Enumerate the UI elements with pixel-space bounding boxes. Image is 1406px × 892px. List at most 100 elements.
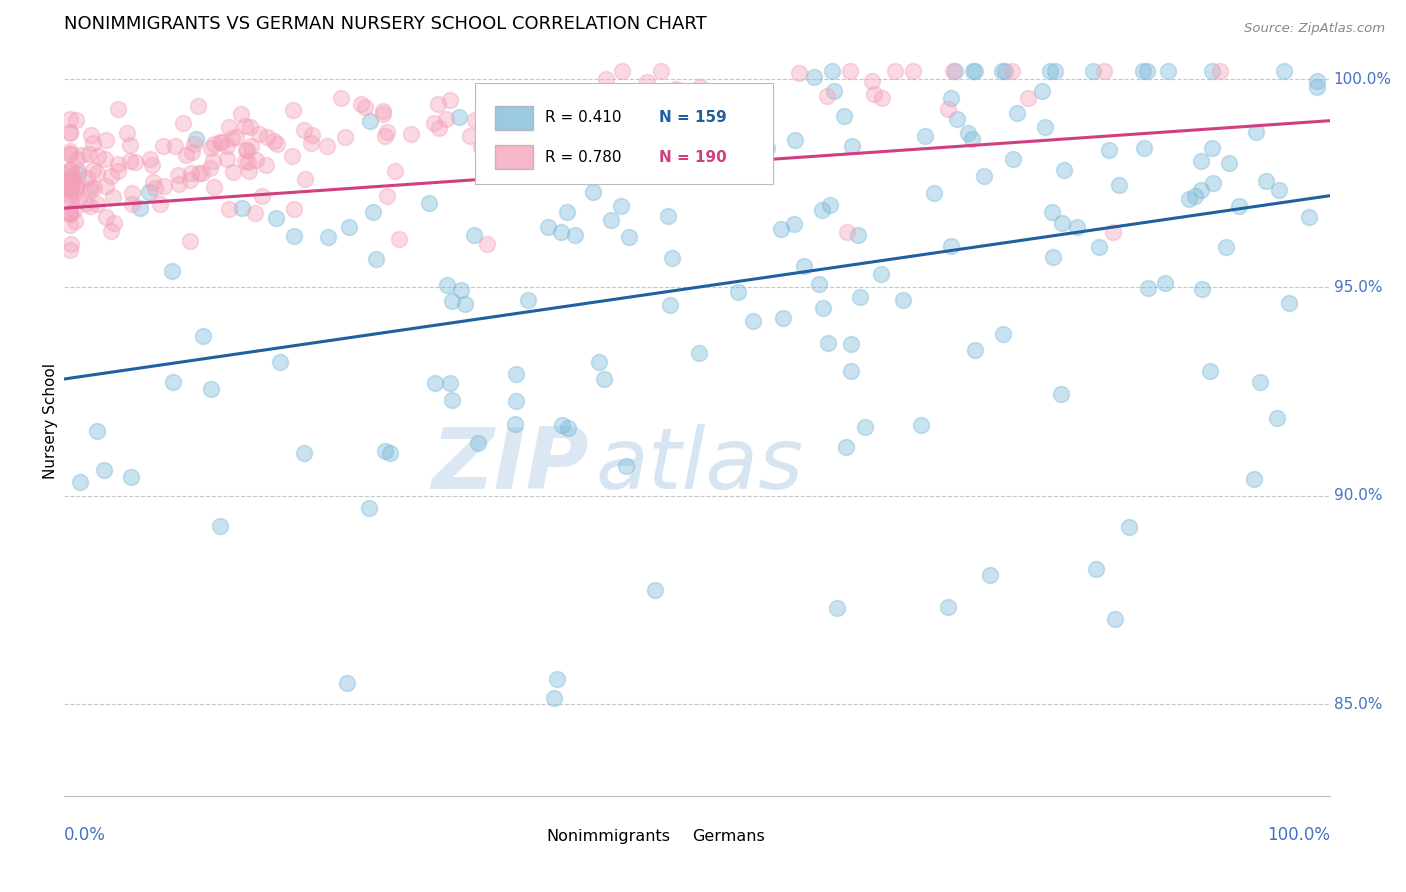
Point [849,290,872,304]
Point [59,147,82,161]
Point [1202,176,1225,190]
Point [1191,282,1213,296]
Point [231,201,253,215]
Point [59,219,82,233]
Point [839,363,862,377]
Point [821,63,844,78]
Point [817,335,839,350]
Point [1199,364,1222,378]
Point [644,583,666,598]
Point [292,446,315,460]
Point [167,177,190,191]
Point [70,148,93,162]
Point [401,127,423,141]
Point [546,672,568,686]
Point [943,63,966,78]
Text: 90.0%: 90.0% [1333,488,1382,503]
Point [1033,120,1056,134]
Point [418,196,440,211]
Point [59,189,82,203]
Point [582,103,605,118]
Point [434,112,457,126]
Point [606,94,628,108]
Point [807,277,830,291]
Point [59,206,82,220]
Point [263,134,285,148]
Point [423,116,446,130]
Point [1050,216,1073,230]
Point [107,102,129,116]
Point [1092,63,1115,78]
Point [555,205,578,219]
Y-axis label: Nursery School: Nursery School [44,363,58,479]
Point [75,196,97,211]
Point [755,141,778,155]
Point [120,470,142,484]
Point [450,283,472,297]
Point [991,326,1014,341]
Point [658,298,681,312]
Text: 95.0%: 95.0% [1333,280,1382,295]
Point [941,238,963,252]
Point [1039,63,1062,78]
Point [557,421,579,435]
Point [191,329,214,343]
Point [180,166,202,180]
Point [163,139,186,153]
Point [688,346,710,360]
Point [107,164,129,178]
FancyBboxPatch shape [512,828,543,846]
Point [120,138,142,153]
Point [59,182,82,196]
Point [143,181,166,195]
Text: 0.0%: 0.0% [63,826,105,844]
Point [617,230,640,244]
Point [1305,74,1327,88]
Point [454,297,477,311]
Point [65,112,87,127]
Point [1306,80,1329,95]
Point [294,172,316,186]
Point [501,166,523,180]
Point [789,66,811,80]
Point [1118,520,1140,534]
Point [689,79,711,94]
Point [281,103,304,117]
Point [550,225,572,239]
Point [1154,276,1177,290]
Text: R = 0.780: R = 0.780 [544,150,621,165]
Point [1132,63,1154,78]
Point [439,376,461,390]
Point [516,141,538,155]
Point [803,70,825,84]
Point [463,228,485,243]
Point [86,197,108,211]
Point [191,166,214,180]
Text: Nonimmigrants: Nonimmigrants [546,829,671,844]
Point [79,183,101,197]
Point [59,163,82,178]
Point [727,285,749,299]
Point [1157,63,1180,78]
Point [138,185,160,199]
Point [202,153,225,168]
Point [66,178,89,193]
Point [838,63,860,78]
Point [359,114,381,128]
Point [208,518,231,533]
Point [269,354,291,368]
FancyBboxPatch shape [495,106,533,130]
Point [769,221,792,235]
Point [439,93,461,107]
Point [186,99,208,113]
Point [66,167,89,181]
Point [815,88,838,103]
Point [94,179,117,194]
Point [1215,240,1237,254]
Point [979,568,1001,582]
Point [350,96,373,111]
Point [564,227,586,242]
Point [910,417,932,432]
Point [835,226,858,240]
Point [218,120,240,134]
